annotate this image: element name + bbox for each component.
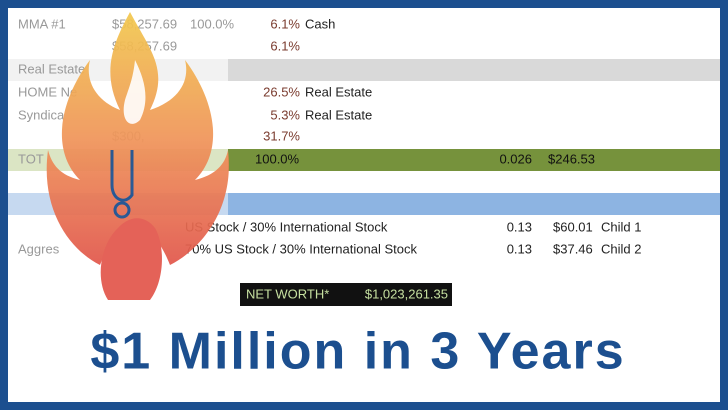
cell-category: Real Estate (305, 107, 372, 122)
cell-allocation: 26.5% (263, 84, 300, 99)
cell-fee: $60.01 (553, 219, 593, 234)
cell-ratio: 0.026 (499, 151, 532, 166)
row-band (228, 193, 720, 215)
cell-label: Syndica (18, 107, 65, 122)
cell-owner: Child 2 (601, 241, 641, 256)
row-band (228, 59, 720, 81)
title: $1 Million in 3 Years (90, 323, 625, 381)
cell-fund: 70% US Stock / 30% International Stock (185, 241, 417, 256)
row-band (228, 149, 720, 171)
cell-allocation: 31.7% (263, 128, 300, 143)
net-worth-box (240, 283, 452, 306)
net-worth-label: NET WORTH* (246, 286, 329, 301)
cell-label: MMA #1 (18, 16, 66, 31)
cell-owner: Child 1 (601, 219, 641, 234)
cell-category: Real Estate (305, 84, 372, 99)
cell-label: TOT (18, 151, 44, 166)
cell-fee: $246.53 (548, 151, 595, 166)
cell-allocation: 6.1% (270, 16, 300, 31)
cell-ratio: 0.13 (507, 241, 532, 256)
cell-fund: US Stock / 30% International Stock (185, 219, 388, 234)
canvas: MMA #1$58,257.69100.0%6.1%Cash$58,257.69… (8, 12, 720, 381)
cell-label: Aggres (18, 241, 60, 256)
cell-ratio: 0.13 (507, 219, 532, 234)
net-worth-value: $1,023,261.35 (365, 286, 448, 301)
cell-label: Real Estate (18, 61, 85, 76)
cell-category: Cash (305, 16, 335, 31)
cell-fee: $37.46 (553, 241, 593, 256)
cell-label: HOME Ne (18, 84, 77, 99)
cell-share: 100.0% (190, 16, 235, 31)
cell-share: 100.0% (255, 151, 300, 166)
cell-allocation: 5.3% (270, 107, 300, 122)
cell-allocation: 6.1% (270, 38, 300, 53)
flame-logo (46, 12, 229, 300)
